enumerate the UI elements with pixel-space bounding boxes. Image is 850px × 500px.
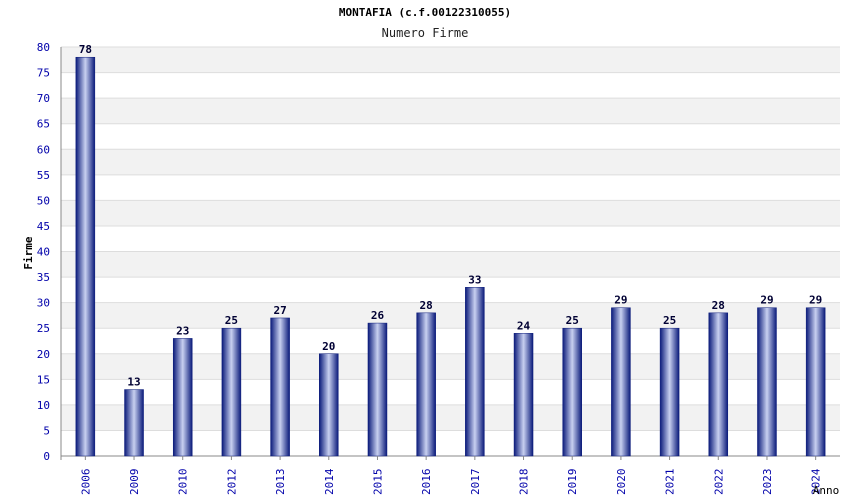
data-label: 29 bbox=[760, 294, 773, 307]
y-tick-label: 45 bbox=[37, 220, 50, 233]
y-tick-label: 0 bbox=[43, 450, 50, 463]
data-label: 25 bbox=[663, 314, 676, 327]
y-tick-label: 30 bbox=[37, 297, 50, 310]
bar bbox=[416, 312, 436, 457]
y-tick-label: 55 bbox=[37, 169, 50, 182]
bar bbox=[319, 353, 339, 457]
y-tick-label: 70 bbox=[37, 92, 50, 105]
x-tick-label: 2014 bbox=[323, 468, 336, 495]
y-tick-label: 65 bbox=[37, 118, 50, 131]
y-tick-label: 5 bbox=[43, 424, 50, 437]
bar bbox=[757, 307, 777, 457]
bar bbox=[805, 307, 826, 457]
grid-band bbox=[61, 251, 840, 278]
data-label: 24 bbox=[517, 319, 531, 332]
data-label: 29 bbox=[614, 294, 627, 307]
x-tick-label: 2022 bbox=[712, 469, 725, 496]
x-tick-label: 2015 bbox=[371, 469, 384, 496]
x-tick-label: 2019 bbox=[566, 469, 579, 496]
data-label: 27 bbox=[273, 304, 286, 317]
x-tick-label: 2013 bbox=[274, 469, 287, 496]
data-label: 20 bbox=[322, 340, 335, 353]
data-label: 33 bbox=[468, 273, 481, 286]
bar bbox=[124, 389, 144, 457]
bar bbox=[270, 317, 290, 457]
y-tick-label: 60 bbox=[37, 143, 50, 156]
y-tick-label: 35 bbox=[37, 271, 50, 284]
y-tick-label: 10 bbox=[37, 399, 50, 412]
data-label: 23 bbox=[176, 324, 189, 337]
x-tick-label: 2021 bbox=[664, 469, 677, 496]
data-label: 78 bbox=[79, 43, 92, 56]
x-tick-label: 2006 bbox=[79, 469, 92, 496]
chart-subtitle: Numero Firme bbox=[381, 26, 469, 40]
bar bbox=[75, 56, 96, 457]
grid-band bbox=[61, 98, 840, 124]
grid-band bbox=[61, 47, 840, 73]
data-label: 25 bbox=[225, 314, 238, 327]
bar bbox=[611, 307, 631, 457]
x-tick-label: 2020 bbox=[615, 469, 628, 496]
x-tick-label: 2012 bbox=[225, 469, 238, 496]
bar bbox=[562, 327, 582, 457]
y-tick-label: 15 bbox=[37, 373, 50, 386]
bar bbox=[221, 327, 242, 457]
data-label: 28 bbox=[420, 299, 433, 312]
y-tick-label: 20 bbox=[37, 348, 50, 361]
data-label: 25 bbox=[566, 314, 579, 327]
x-tick-label: 2017 bbox=[469, 469, 482, 496]
y-tick-label: 25 bbox=[37, 322, 50, 335]
x-tick-label: 2018 bbox=[518, 469, 531, 496]
y-tick-label: 50 bbox=[37, 194, 50, 207]
data-label: 29 bbox=[809, 294, 822, 307]
bar bbox=[172, 338, 193, 457]
chart-title: MONTAFIA (c.f.00122310055) bbox=[338, 6, 512, 19]
grid-band bbox=[61, 200, 840, 226]
bar bbox=[465, 287, 485, 457]
bar bbox=[659, 327, 680, 457]
y-tick-label: 80 bbox=[37, 41, 50, 54]
data-label: 28 bbox=[712, 299, 725, 312]
bar bbox=[708, 312, 729, 457]
data-label: 13 bbox=[127, 376, 140, 389]
x-tick-label: 2023 bbox=[761, 469, 774, 496]
bar bbox=[367, 322, 388, 457]
data-label: 26 bbox=[371, 309, 385, 322]
x-axis-label: Anno bbox=[813, 484, 840, 497]
y-tick-label: 75 bbox=[37, 67, 50, 80]
grid-band bbox=[61, 149, 840, 175]
y-axis-label: Firme bbox=[22, 236, 35, 269]
x-tick-label: 2009 bbox=[128, 469, 141, 496]
x-tick-label: 2024 bbox=[810, 468, 823, 495]
x-tick-label: 2016 bbox=[420, 469, 433, 496]
y-tick-label: 40 bbox=[37, 246, 50, 259]
x-tick-label: 2010 bbox=[177, 469, 190, 496]
bar bbox=[513, 333, 534, 457]
